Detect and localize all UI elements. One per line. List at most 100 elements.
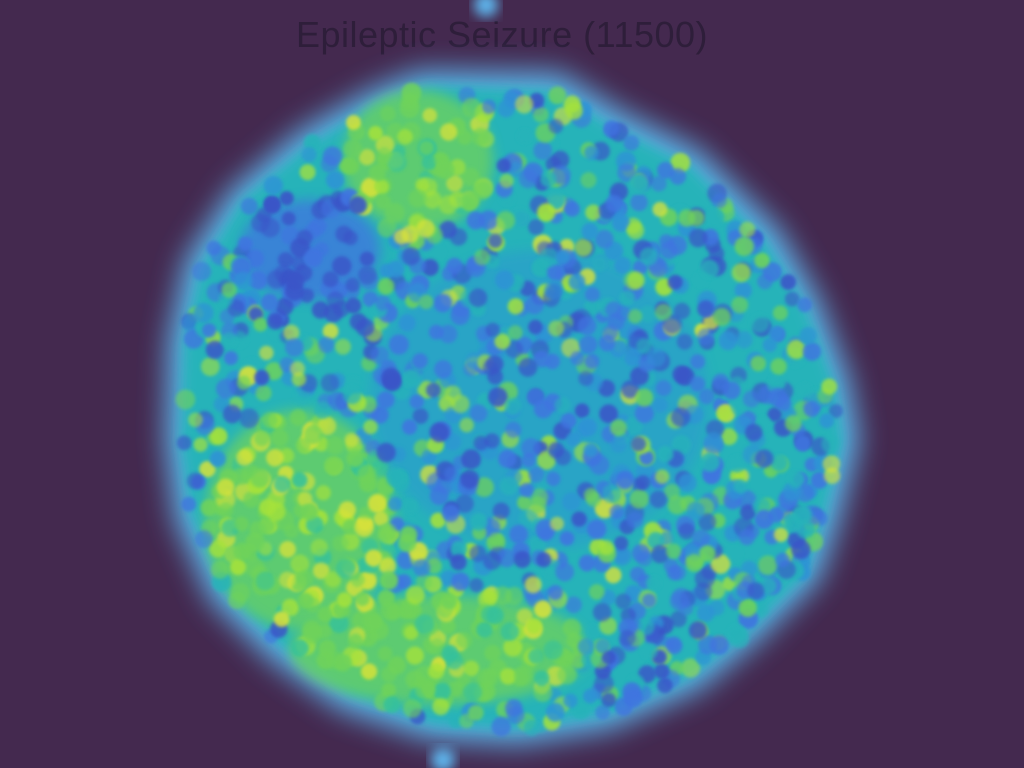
data-point [533,683,553,702]
data-point [657,446,674,463]
data-point [381,666,397,683]
data-point [519,482,534,498]
data-point [299,164,316,181]
data-point [236,375,251,390]
data-point [377,218,397,238]
data-point [762,337,778,353]
data-point [332,256,352,276]
data-point [589,584,605,600]
data-point [398,314,416,332]
data-point [497,100,515,118]
data-point [439,220,457,239]
data-point [383,372,402,392]
data-point [468,288,488,308]
data-point [360,177,381,198]
data-point [510,207,530,227]
data-point [482,669,500,686]
data-point [412,353,428,369]
data-point [273,611,290,627]
data-point [586,519,607,539]
data-point [526,618,542,634]
data-point [603,120,620,136]
data-point [338,501,356,519]
data-point [446,175,463,192]
data-point [377,646,393,661]
data-point [554,397,571,413]
data-point [350,572,365,588]
data-point [266,270,286,289]
data-point [623,135,640,151]
data-point [578,554,596,572]
data-point [579,335,598,354]
data-point [322,271,339,288]
data-point [415,682,433,699]
data-point [559,531,575,546]
data-point [361,663,378,680]
outlier-point [474,0,498,17]
data-point [704,432,723,451]
data-point [595,638,610,654]
data-point [689,376,706,392]
data-point [336,592,353,608]
data-point [281,598,299,617]
data-point [254,369,270,386]
data-point [699,259,720,279]
data-point [422,108,438,123]
data-point [469,578,484,593]
data-point [317,606,333,622]
data-point [729,398,748,416]
data-point [605,301,622,318]
data-point [616,470,635,490]
data-point [401,82,422,103]
data-point [727,546,742,561]
data-point [619,629,636,647]
data-point [828,404,843,418]
data-point [678,473,697,493]
data-point [442,504,460,522]
data-point [533,106,549,123]
data-point [402,419,418,435]
data-point [327,391,347,411]
data-point [533,399,553,419]
data-point [250,468,270,488]
data-point [758,555,778,575]
data-point [639,305,656,323]
data-point [628,174,649,195]
data-point [500,622,520,641]
data-point [342,519,358,535]
data-point [738,528,756,546]
data-point [574,403,590,419]
data-point [329,613,349,633]
data-point [747,582,765,600]
data-point [401,225,420,244]
data-point [548,86,567,105]
data-point [755,449,774,468]
data-point [289,409,307,426]
data-point [646,575,662,591]
data-point [379,557,397,575]
data-point [300,502,319,521]
data-point [441,645,459,662]
data-point [506,706,525,724]
data-point [710,554,731,574]
data-point [292,472,308,488]
data-point [624,348,643,367]
data-point [255,571,275,591]
data-point [581,222,599,240]
data-point [221,282,237,298]
data-point [326,291,345,310]
data-point [346,449,364,468]
data-point [297,592,314,609]
data-point [722,381,741,400]
data-point [375,295,391,311]
data-point [601,650,616,665]
data-point [290,361,305,377]
data-point [461,167,480,187]
data-point [310,539,328,557]
data-point [277,252,294,268]
data-point [773,527,789,542]
data-point [480,605,499,624]
data-point [780,274,797,290]
data-point [646,348,666,368]
